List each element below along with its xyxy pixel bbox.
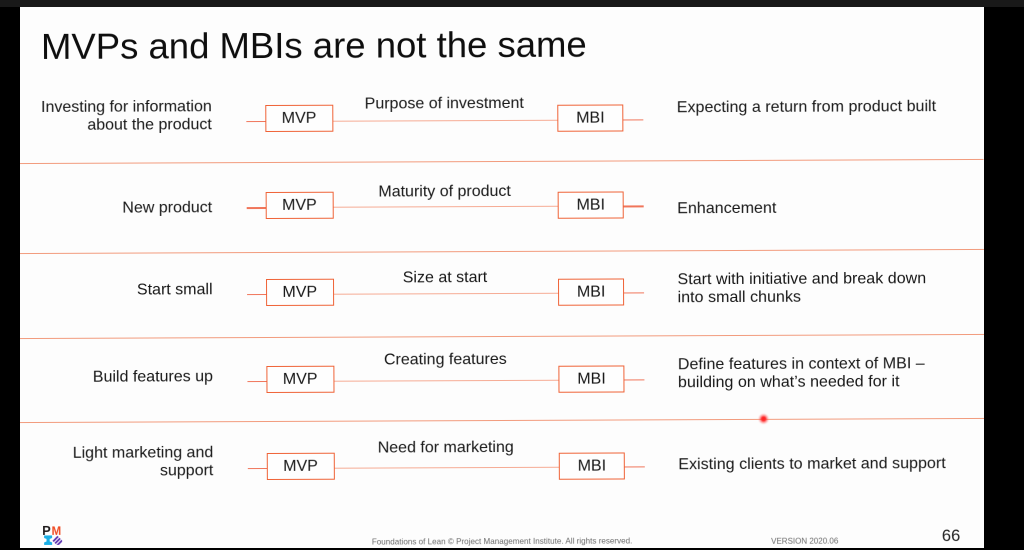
svg-text:P: P (43, 524, 51, 537)
svg-text:M: M (51, 525, 61, 537)
